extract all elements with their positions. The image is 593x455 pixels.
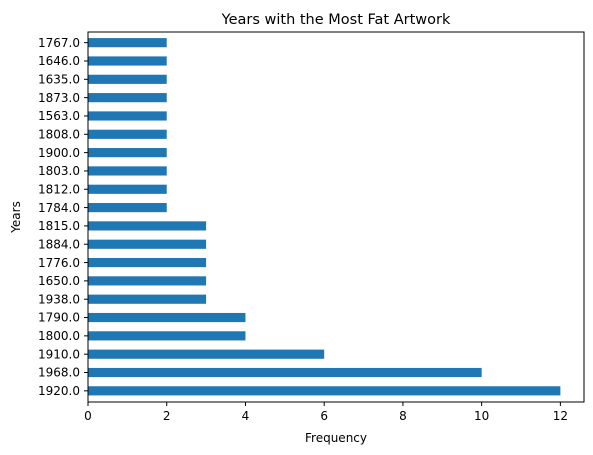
x-tick-label: 10 (474, 409, 489, 423)
y-tick-label: 1650.0 (38, 274, 80, 288)
y-tick-label: 1635.0 (38, 73, 80, 87)
y-tick-label: 1900.0 (38, 146, 80, 160)
bar-1650.0 (88, 276, 207, 286)
y-tick-label: 1920.0 (38, 384, 80, 398)
chart-title: Years with the Most Fat Artwork (221, 12, 451, 28)
bar-1968.0 (88, 367, 482, 378)
bar-1635.0 (88, 74, 167, 84)
y-tick-label: 1968.0 (38, 366, 80, 380)
y-tick-label: 1808.0 (38, 127, 80, 141)
bar-1784.0 (88, 203, 167, 213)
bar-1646.0 (88, 56, 167, 66)
bar-1808.0 (88, 129, 167, 139)
x-axis-ticks: 0 2 4 6 8 10 12 (84, 402, 568, 423)
y-tick-label: 1563.0 (38, 109, 80, 123)
y-tick-label: 1812.0 (38, 182, 80, 196)
y-tick-label: 1938.0 (38, 292, 80, 306)
bar-1790.0 (88, 312, 246, 323)
bar-1815.0 (88, 221, 207, 231)
x-tick-label: 6 (320, 409, 328, 423)
bar-1873.0 (88, 93, 167, 103)
y-tick-label: 1884.0 (38, 237, 80, 251)
y-tick-label: 1767.0 (38, 36, 80, 50)
bar-1900.0 (88, 148, 167, 158)
y-tick-label: 1800.0 (38, 329, 80, 343)
bar-1767.0 (88, 38, 167, 48)
bar-1938.0 (88, 294, 207, 304)
y-tick-label: 1815.0 (38, 219, 80, 233)
x-tick-label: 4 (242, 409, 250, 423)
bar-1803.0 (88, 166, 167, 176)
x-tick-label: 8 (399, 409, 407, 423)
y-tick-label: 1784.0 (38, 201, 80, 215)
bar-1884.0 (88, 239, 207, 249)
bar-1910.0 (88, 349, 325, 359)
bars-group (88, 38, 561, 396)
plot-area-frame (87, 31, 585, 403)
y-tick-label: 1910.0 (38, 347, 80, 361)
y-axis-ticks: 1767.0 1646.0 1635.0 1873.0 1563.0 1808.0 1900… (38, 36, 88, 398)
x-axis-label: Frequency (305, 431, 367, 445)
x-tick-label: 0 (84, 409, 92, 423)
y-axis-label: Years (9, 201, 23, 234)
bar-1776.0 (88, 257, 207, 268)
bar-1563.0 (88, 111, 167, 121)
y-tick-label: 1790.0 (38, 311, 80, 325)
y-tick-label: 1803.0 (38, 164, 80, 178)
y-tick-label: 1873.0 (38, 91, 80, 105)
x-tick-label: 2 (163, 409, 171, 423)
bar-1812.0 (88, 184, 167, 194)
y-tick-label: 1646.0 (38, 54, 80, 68)
bar-1800.0 (88, 331, 246, 341)
bar-1920.0 (88, 386, 561, 396)
x-tick-label: 12 (553, 409, 568, 423)
y-tick-label: 1776.0 (38, 256, 80, 270)
